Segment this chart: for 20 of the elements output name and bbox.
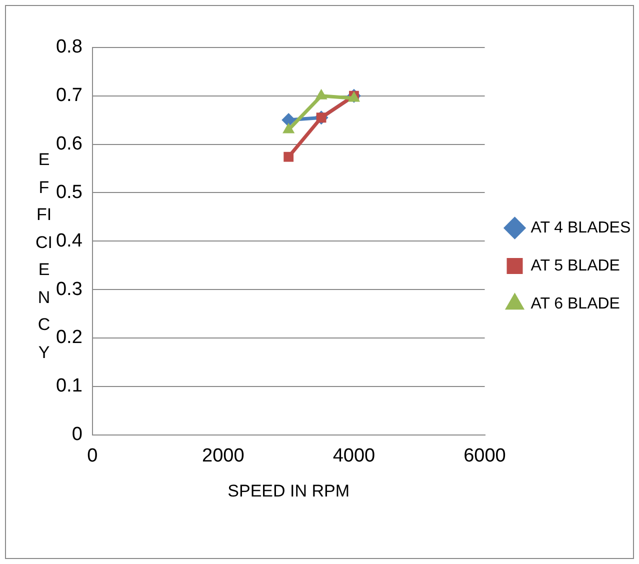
y-tick-label: 0.5: [56, 182, 82, 203]
point: [282, 113, 296, 128]
x-tick-label: 6000: [464, 445, 506, 466]
x-tick-label: 4000: [332, 445, 376, 466]
y-tick-label: 0.4: [56, 230, 83, 252]
x-tick-label: 0: [87, 445, 98, 466]
legend-label: AT 5 BLADE: [530, 257, 620, 274]
legend-label: AT 4 BLADES: [530, 219, 631, 236]
y-tick-label: 0.1: [56, 376, 82, 397]
y-tick-label: 0.6: [56, 133, 82, 154]
y-tick-label: 0: [72, 424, 82, 446]
x-tick-label: 2000: [202, 445, 244, 466]
legend-label: AT 6 BLADE: [530, 295, 620, 312]
y-tick-label: 0.2: [56, 327, 82, 348]
y-tick-label: 0.3: [56, 278, 82, 300]
y-tick-label: 0.7: [56, 85, 82, 106]
x-axis-title: SPEED IN RPM: [228, 481, 350, 500]
y-tick-label: 0.8: [56, 36, 82, 58]
point: [284, 152, 294, 162]
y-axis-title: EFFICIENCY: [34, 149, 54, 364]
